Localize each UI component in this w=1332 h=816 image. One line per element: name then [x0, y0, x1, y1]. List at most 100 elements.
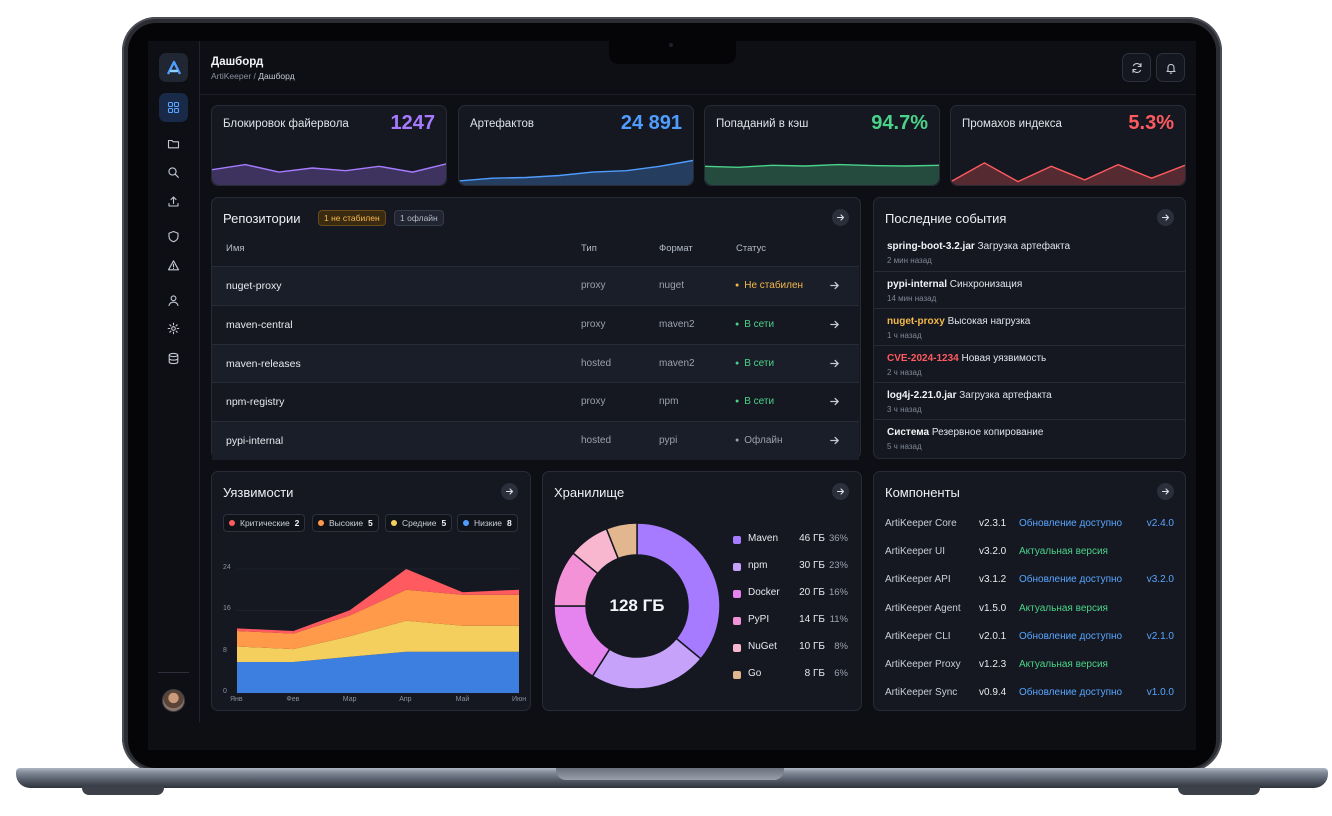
event-time: 3 ч назад	[887, 405, 922, 414]
repositories-open-button[interactable]	[832, 209, 849, 226]
event-action: Высокая нагрузка	[947, 316, 1031, 327]
component-row[interactable]: ArtiKeeper Proxy v1.2.3 Актуальная версия	[885, 659, 1185, 673]
severity-filter[interactable]: Средние 5	[385, 514, 453, 532]
user-avatar[interactable]	[162, 689, 185, 712]
sidebar-item-warning[interactable]	[159, 251, 188, 280]
storage-percent: 16%	[828, 587, 848, 598]
component-row[interactable]: ArtiKeeper UI v3.2.0 Актуальная версия	[885, 546, 1185, 560]
storage-percent: 23%	[828, 560, 848, 571]
component-row[interactable]: ArtiKeeper API v3.1.2 Обновление доступно v…	[885, 574, 1185, 588]
app-logo-icon[interactable]	[159, 53, 188, 82]
column-header-status[interactable]: Статус	[736, 243, 767, 254]
legend-swatch	[733, 590, 741, 598]
app-screen: Дашборд ArtiKeeper / Дашборд Блокировок …	[148, 41, 1196, 722]
component-new-version[interactable]: v1.0.0	[1146, 687, 1174, 699]
database-icon	[168, 352, 179, 365]
donut-slice-npm[interactable]	[591, 637, 703, 690]
row-arrow-icon[interactable]	[829, 396, 840, 407]
sidebar-item-database[interactable]	[159, 344, 188, 373]
repo-status: Офлайн	[735, 435, 782, 446]
donut-slice-go[interactable]	[605, 522, 638, 560]
vulnerabilities-open-button[interactable]	[501, 483, 518, 500]
storage-legend-item[interactable]: PyPI 14 ГБ 11%	[733, 614, 848, 628]
bell-icon	[1165, 63, 1176, 74]
storage-size: 8 ГБ	[804, 668, 825, 679]
kpi-card[interactable]: Блокировок файервола 1247	[211, 105, 447, 186]
table-row[interactable]: maven-central proxy maven2 В сети	[212, 304, 859, 344]
row-arrow-icon[interactable]	[829, 319, 840, 330]
component-version: v1.2.3	[979, 659, 1007, 670]
event-item[interactable]: CVE-2024-1234 Новая уязвимость 2 ч назад	[874, 345, 1186, 382]
storage-open-button[interactable]	[832, 483, 849, 500]
repo-type: proxy	[581, 280, 606, 291]
components-open-button[interactable]	[1157, 483, 1174, 500]
sidebar-item-upload[interactable]	[159, 187, 188, 216]
row-arrow-icon[interactable]	[829, 280, 840, 291]
sidebar-item-gear[interactable]	[159, 314, 188, 343]
event-action: Резервное копирование	[931, 427, 1044, 438]
event-subject: CVE-2024-1234	[887, 353, 959, 364]
component-version: v1.5.0	[979, 602, 1007, 614]
table-row[interactable]: npm-registry proxy npm В сети	[212, 382, 859, 421]
severity-dot	[463, 520, 469, 526]
table-row[interactable]: nuget-proxy proxy nuget Не стабилен	[212, 266, 859, 305]
components-card: Компоненты ArtiKeeper Core v2.3.1 Обновлен…	[873, 471, 1186, 711]
kpi-card[interactable]: Артефактов 24 891	[458, 105, 694, 186]
sidebar-item-dashboard[interactable]	[159, 93, 188, 122]
repo-type: proxy	[581, 396, 606, 408]
sidebar-item-search[interactable]	[159, 158, 188, 187]
donut-slice-maven[interactable]	[636, 522, 721, 660]
y-tick-label: 24	[223, 564, 231, 571]
refresh-button[interactable]	[1122, 53, 1151, 82]
row-arrow-icon[interactable]	[829, 435, 840, 446]
sparkline-line	[459, 159, 693, 182]
storage-size: 14 ГБ	[799, 614, 825, 625]
notifications-button[interactable]	[1156, 53, 1185, 82]
event-item[interactable]: Система Резервное копирование 5 ч назад	[874, 419, 1186, 456]
storage-legend-item[interactable]: Go 8 ГБ 6%	[733, 668, 848, 682]
event-action: Новая уязвимость	[961, 353, 1047, 364]
event-item[interactable]: pypi-internal Синхронизация 14 мин назад	[874, 271, 1186, 308]
table-row[interactable]: maven-releases hosted maven2 В сети	[212, 343, 859, 383]
series-area-0	[237, 651, 519, 693]
component-row[interactable]: ArtiKeeper CLI v2.0.1 Обновление доступно v…	[885, 631, 1185, 645]
severity-filter[interactable]: Низкие 8	[457, 514, 518, 532]
repo-status: В сети	[735, 396, 774, 407]
table-row[interactable]: pypi-internal hosted pypi Офлайн	[212, 421, 859, 461]
kpi-value: 94.7%	[871, 112, 928, 134]
header-divider	[200, 94, 1196, 95]
component-new-version[interactable]: v2.1.0	[1146, 630, 1174, 642]
column-header-format[interactable]: Формат	[659, 243, 693, 254]
storage-legend-item[interactable]: Maven 46 ГБ 36%	[733, 533, 848, 547]
event-item[interactable]: nuget-proxy Высокая нагрузка 1 ч назад	[874, 308, 1186, 345]
component-new-version[interactable]: v2.4.0	[1146, 518, 1174, 529]
severity-filter[interactable]: Критические 2	[223, 514, 306, 532]
arrow-right-icon	[505, 488, 514, 495]
component-version: v3.2.0	[979, 546, 1007, 558]
sidebar-item-folder[interactable]	[159, 129, 188, 158]
sidebar-item-shield[interactable]	[159, 222, 188, 251]
component-new-version[interactable]: v3.2.0	[1146, 574, 1174, 586]
storage-legend-item[interactable]: Docker 20 ГБ 16%	[733, 587, 848, 601]
breadcrumb-root[interactable]: ArtiKeeper /	[211, 71, 256, 81]
legend-swatch	[733, 563, 741, 571]
component-row[interactable]: ArtiKeeper Agent v1.5.0 Актуальная версия	[885, 603, 1185, 617]
events-open-button[interactable]	[1157, 209, 1174, 226]
column-header-type[interactable]: Тип	[581, 243, 597, 254]
severity-filter[interactable]: Высокие 5	[312, 514, 379, 532]
component-row[interactable]: ArtiKeeper Sync v0.9.4 Обновление доступно…	[885, 687, 1185, 701]
storage-legend-item[interactable]: npm 30 ГБ 23%	[733, 560, 848, 574]
row-arrow-icon[interactable]	[829, 358, 840, 369]
column-header-name[interactable]: Имя	[226, 243, 245, 254]
badge-unstable[interactable]: 1 не стабилен	[318, 210, 386, 226]
badge-offline[interactable]: 1 офлайн	[394, 210, 444, 226]
component-row[interactable]: ArtiKeeper Core v2.3.1 Обновление доступно…	[885, 518, 1185, 532]
warning-icon	[167, 260, 180, 271]
kpi-card[interactable]: Попаданий в кэш 94.7%	[704, 105, 940, 186]
sidebar-item-user[interactable]	[159, 286, 188, 315]
event-item[interactable]: spring-boot-3.2.jar Загрузка артефакта 2 …	[874, 234, 1186, 271]
event-item[interactable]: log4j-2.21.0.jar Загрузка артефакта 3 ч н…	[874, 382, 1186, 419]
kpi-card[interactable]: Промахов индекса 5.3%	[950, 105, 1186, 186]
storage-legend-item[interactable]: NuGet 10 ГБ 8%	[733, 641, 848, 655]
repo-type: hosted	[581, 357, 612, 369]
